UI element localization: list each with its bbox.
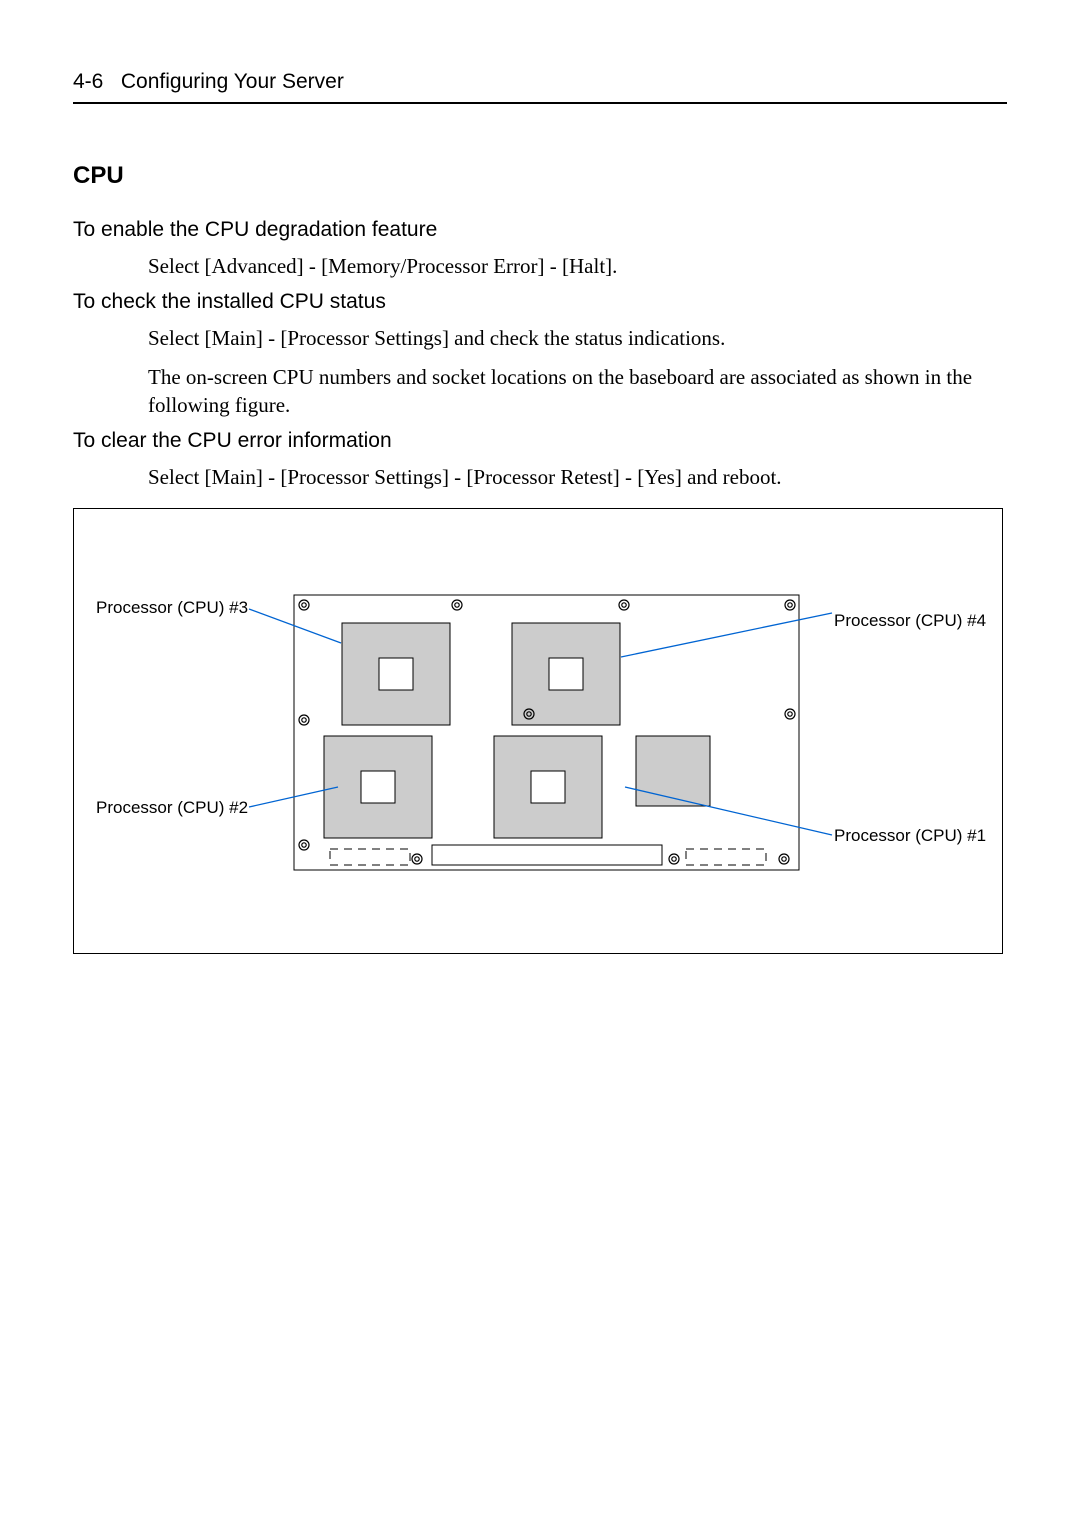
cpu3-label: Processor (CPU) #3 (96, 598, 248, 618)
subheading-2: To check the installed CPU status (73, 290, 1007, 314)
cpu-layout-figure: Processor (CPU) #3 Processor (CPU) #4 Pr… (73, 508, 1003, 954)
paragraph: Select [Main] - [Processor Settings] and… (148, 324, 1007, 352)
page-header: 4-6 Configuring Your Server (73, 70, 1007, 94)
section-name: Configuring Your Server (121, 70, 344, 93)
cpu4-label: Processor (CPU) #4 (834, 611, 986, 631)
paragraph: The on-screen CPU numbers and socket loc… (148, 363, 1007, 420)
cpu1-label: Processor (CPU) #1 (834, 826, 986, 846)
page-number: 4-6 (73, 70, 103, 93)
subheading-1: To enable the CPU degradation feature (73, 218, 1007, 242)
paragraph: Select [Advanced] - [Memory/Processor Er… (148, 252, 1007, 280)
page-title: CPU (73, 162, 1007, 190)
header-rule (73, 102, 1007, 104)
paragraph: Select [Main] - [Processor Settings] - [… (148, 463, 1007, 491)
cpu2-label: Processor (CPU) #2 (96, 798, 248, 818)
subheading-3: To clear the CPU error information (73, 429, 1007, 453)
cpu-layout-svg (74, 509, 1004, 955)
